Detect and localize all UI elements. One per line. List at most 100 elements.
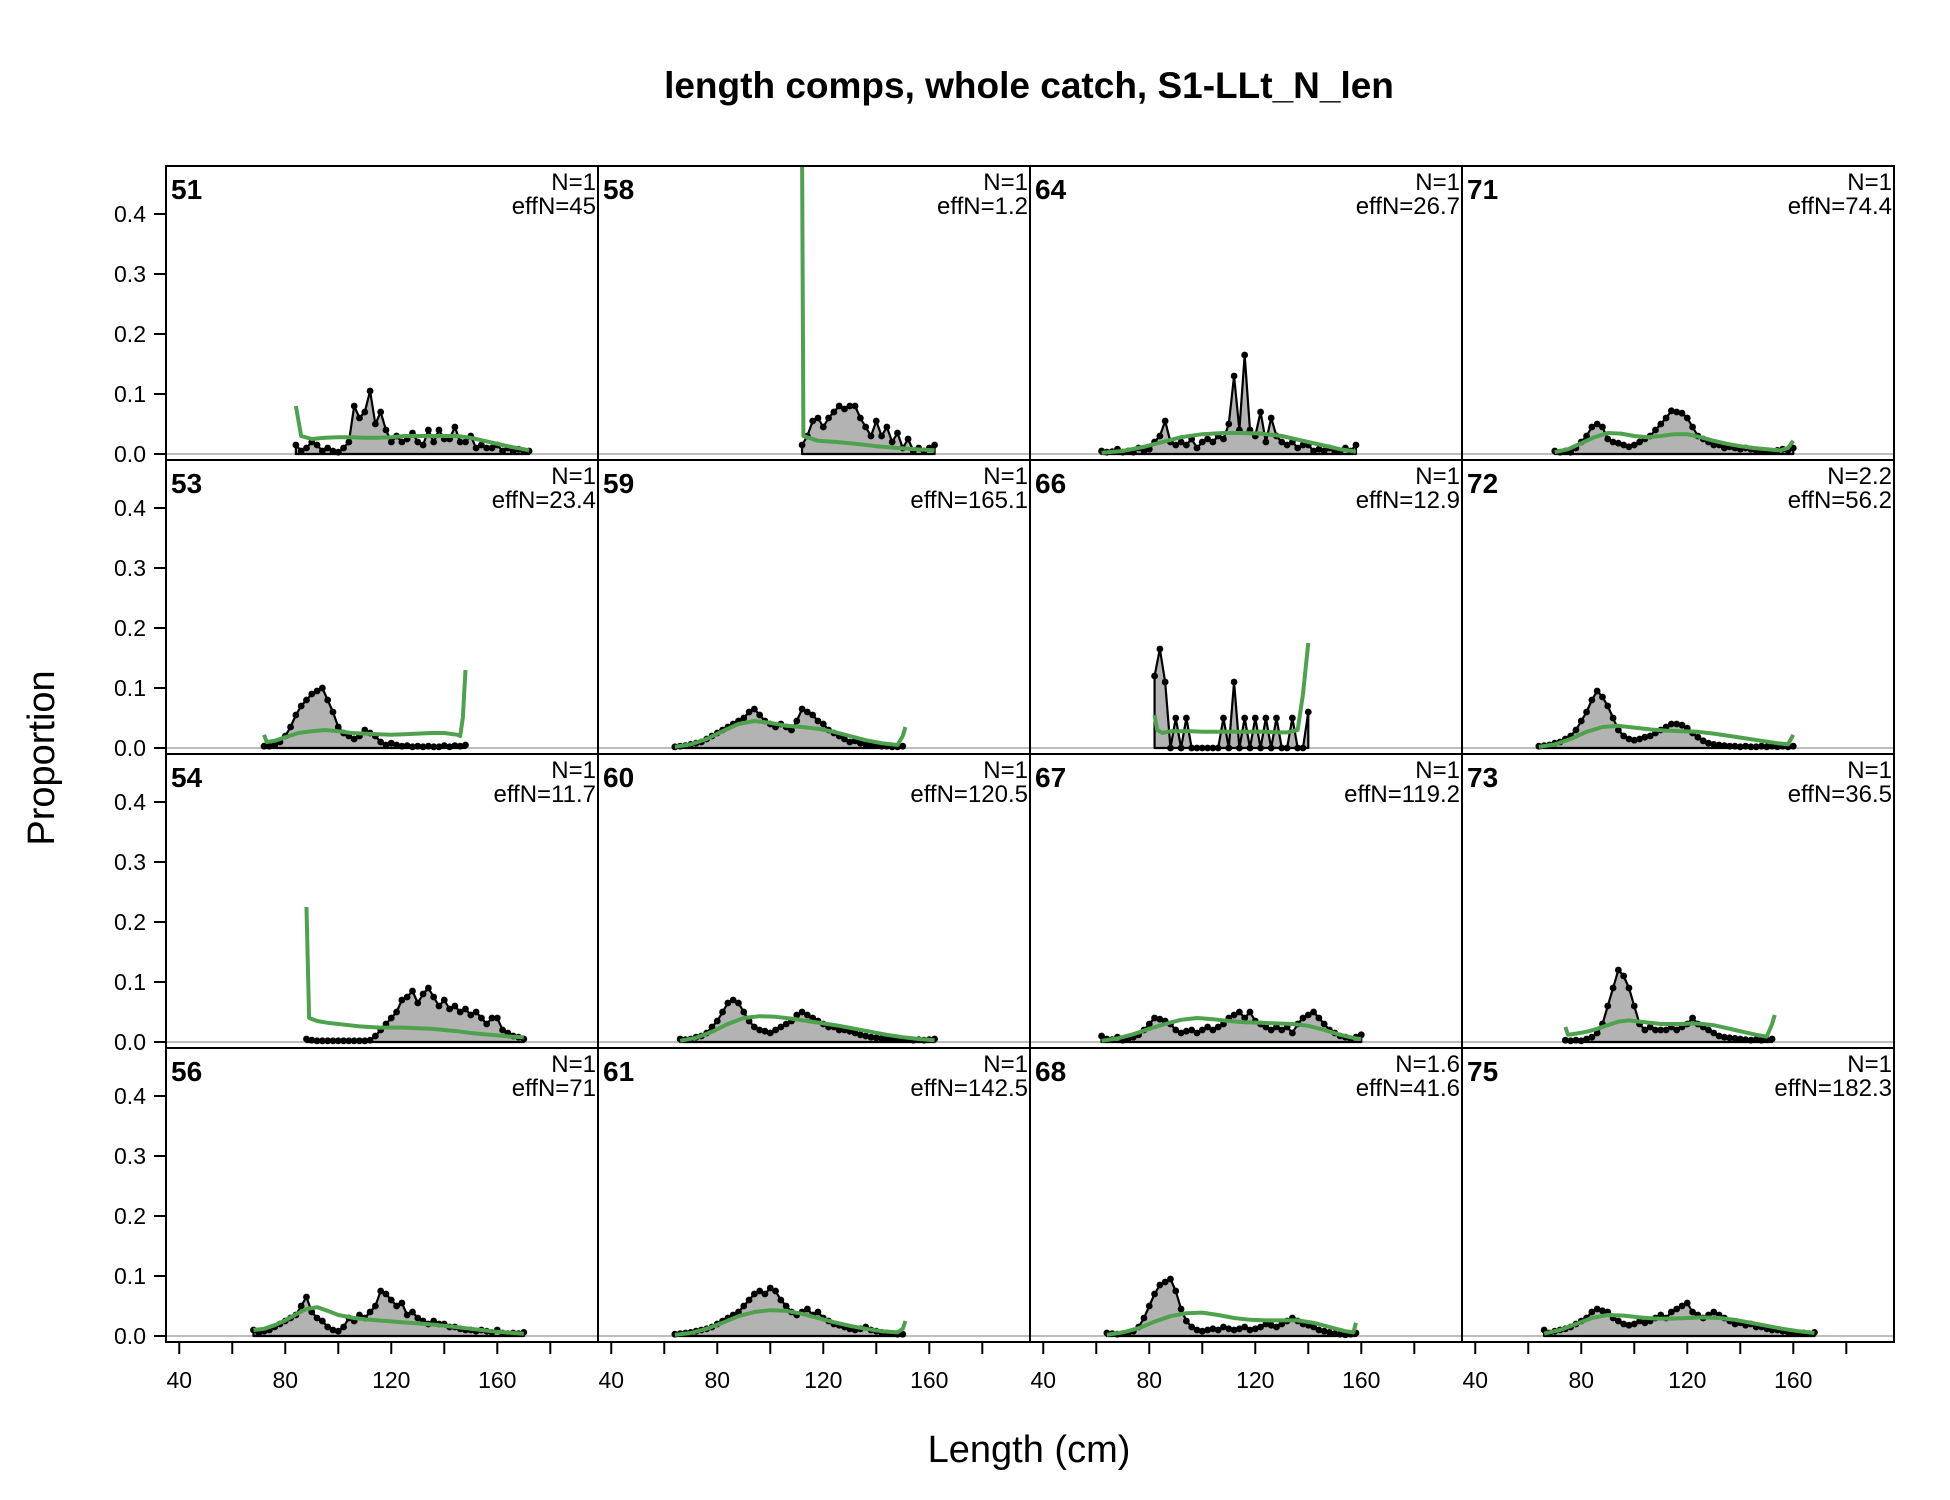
observed-point — [1588, 1308, 1596, 1316]
observed-point — [883, 423, 891, 431]
x-axis-title: Length (cm) — [928, 1429, 1131, 1471]
observed-point — [1326, 1329, 1333, 1336]
observed-point — [1742, 1036, 1749, 1043]
observed-point — [440, 742, 448, 749]
observed-point — [1177, 1029, 1185, 1037]
x-tick-label: 40 — [1462, 1367, 1488, 1393]
y-axis-title: Proportion — [21, 670, 63, 845]
panel-effn-label: effN=41.6 — [1356, 1075, 1460, 1102]
expected-line — [674, 1308, 908, 1337]
observed-point — [1667, 407, 1675, 415]
observed-point — [1630, 1320, 1638, 1328]
observed-point — [819, 423, 827, 431]
observed-point — [1604, 435, 1612, 443]
observed-point — [414, 438, 422, 446]
observed-point — [1156, 1281, 1164, 1289]
observed-point — [456, 1008, 464, 1016]
observed-point — [1241, 714, 1249, 722]
observed-point — [1193, 444, 1201, 452]
observed-point — [446, 743, 453, 751]
y-tick-label: 0.2 — [114, 615, 146, 641]
observed-point — [1320, 447, 1328, 455]
observed-point — [1641, 1026, 1649, 1034]
observed-point — [1267, 414, 1275, 422]
observed-point — [340, 1037, 347, 1045]
observed-point — [1209, 438, 1217, 446]
observed-point — [1604, 702, 1612, 710]
observed-point — [292, 441, 300, 449]
observed-point — [1145, 1302, 1153, 1310]
observed-point — [1678, 409, 1686, 417]
panel-effn-label: effN=45 — [512, 193, 596, 220]
observed-point — [462, 438, 469, 446]
observed-point — [393, 1302, 400, 1310]
x-tick-label: 80 — [704, 1367, 730, 1393]
observed-point — [1657, 1026, 1665, 1034]
observed-point — [403, 993, 411, 1001]
observed-point — [499, 1026, 506, 1034]
observed-point — [867, 1033, 875, 1041]
observed-point — [1230, 372, 1238, 380]
observed-point — [1193, 1326, 1201, 1334]
observed-point — [371, 1302, 379, 1310]
panel-plot-area — [166, 669, 598, 751]
observed-point — [387, 438, 395, 446]
observed-point — [1609, 714, 1617, 722]
observed-point — [308, 1036, 316, 1044]
panel-n-label: N=1 — [551, 1051, 596, 1078]
observed-point — [393, 741, 400, 749]
observed-point — [1257, 744, 1264, 752]
observed-point — [1315, 1014, 1323, 1022]
observed-point — [419, 441, 427, 449]
observed-point — [409, 987, 416, 995]
observed-point — [1294, 444, 1302, 452]
observed-point — [387, 1296, 395, 1304]
observed-point — [451, 423, 459, 431]
observed-point — [1262, 714, 1270, 722]
observed-point — [1583, 708, 1590, 716]
observed-point — [830, 408, 838, 416]
panel-effn-label: effN=26.7 — [1356, 193, 1460, 220]
panel-n-label: N=1 — [983, 169, 1028, 196]
panel-id-label: 67 — [1035, 762, 1066, 793]
observed-point — [756, 1287, 764, 1295]
observed-point — [862, 1032, 870, 1040]
panel-plot-area — [1030, 1275, 1462, 1339]
observed-point — [740, 1008, 748, 1016]
observed-point — [350, 735, 358, 743]
observed-point — [766, 1284, 774, 1292]
observed-point — [1614, 1317, 1622, 1325]
observed-point — [1715, 741, 1723, 749]
observed-point — [1599, 423, 1606, 431]
observed-point — [1182, 714, 1190, 722]
observed-point — [356, 414, 363, 422]
x-tick-label: 160 — [910, 1367, 948, 1393]
observed-point — [782, 1020, 790, 1028]
x-axis: 40 80 120 160 40 80 120 160 40 80 120 160 40 80 120 160 — [166, 1342, 1848, 1393]
observed-point — [1288, 1029, 1296, 1037]
observed-point — [1678, 721, 1686, 729]
observed-point — [1752, 743, 1760, 751]
observed-point — [1220, 1323, 1227, 1331]
x-tick-label: 40 — [166, 1367, 192, 1393]
observed-point — [1614, 966, 1622, 974]
panel-effn-label: effN=12.9 — [1356, 487, 1460, 514]
observed-point — [1720, 1033, 1728, 1041]
observed-point — [782, 1302, 790, 1310]
panel-n-label: N=1 — [551, 463, 596, 490]
observed-point — [1209, 1026, 1217, 1034]
observed-point — [350, 1037, 358, 1045]
observed-point — [899, 1330, 907, 1338]
observed-point — [340, 444, 347, 452]
y-tick-label: 0.1 — [114, 381, 146, 407]
panel-id-label: 75 — [1467, 1056, 1498, 1087]
observed-point — [1747, 1036, 1755, 1044]
observed-point — [888, 438, 896, 446]
observed-point — [382, 426, 390, 434]
observed-point — [798, 1008, 806, 1016]
observed-point — [472, 1008, 480, 1016]
